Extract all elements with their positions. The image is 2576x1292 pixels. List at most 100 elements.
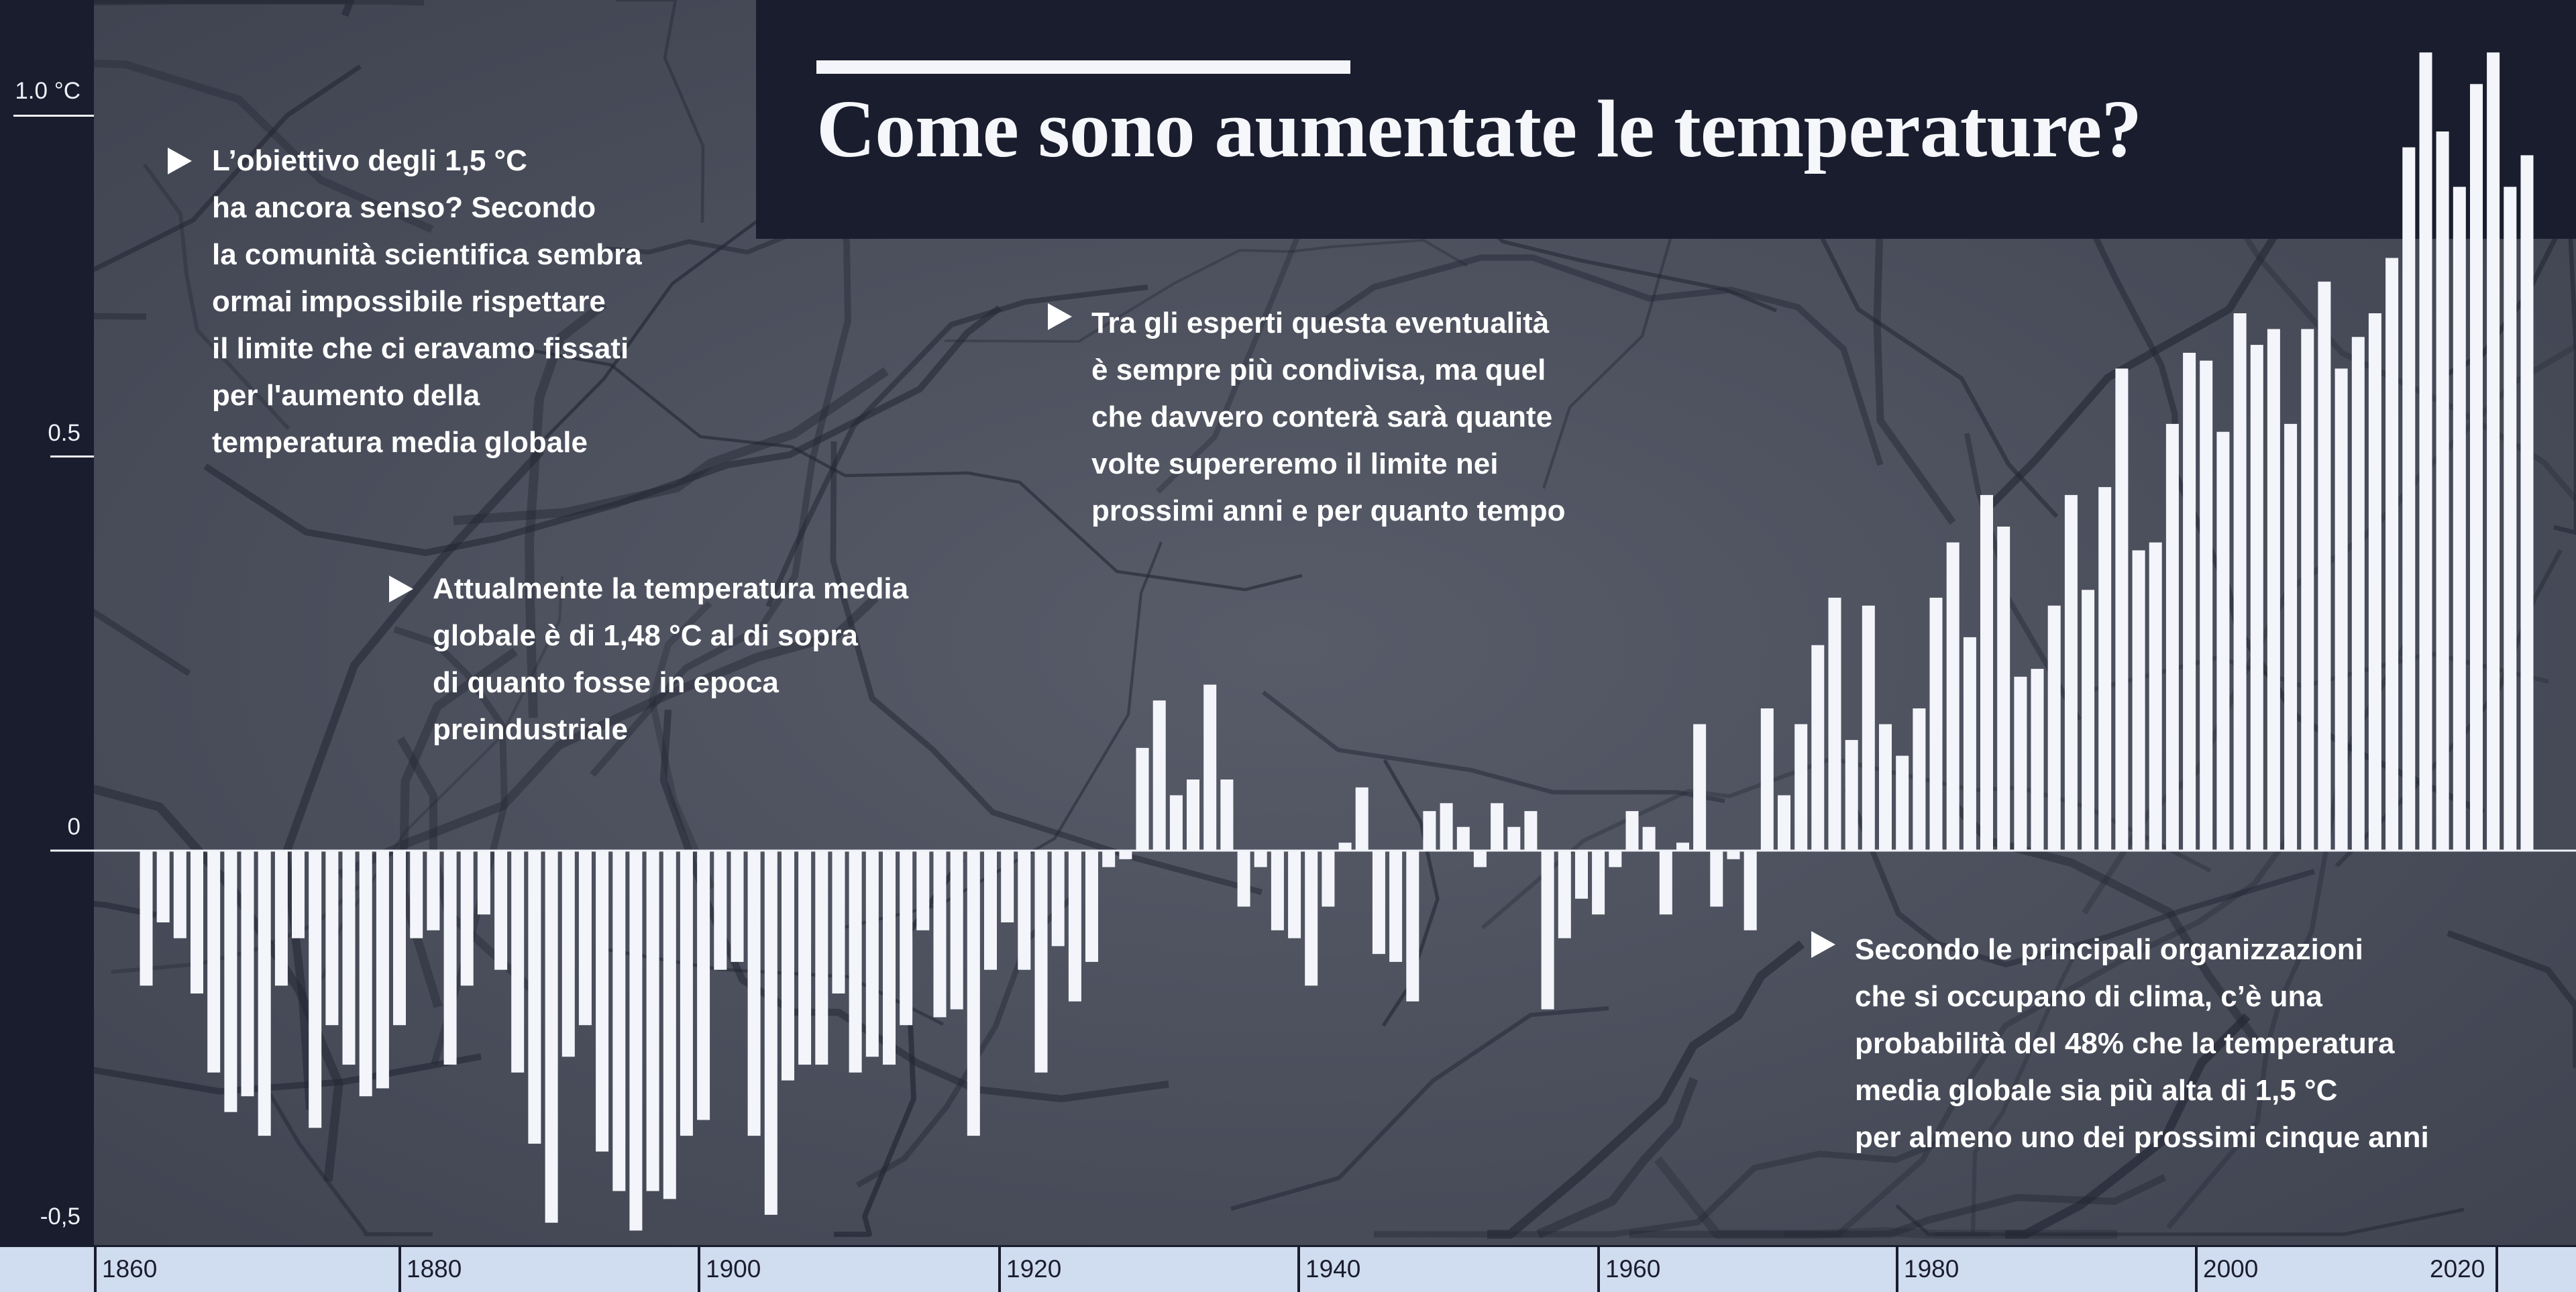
annotation-line: ormai impossibile rispettare <box>212 285 606 318</box>
bar-1890 <box>292 851 305 938</box>
bar-2009 <box>2301 329 2314 851</box>
bar-1893 <box>342 851 356 1065</box>
x-tick-divider <box>1597 1247 1600 1292</box>
annotation-line: che si occupano di clima, c’è una <box>1855 980 2322 1013</box>
crack-line <box>1487 940 1805 1239</box>
bar-1934 <box>1034 851 1048 1073</box>
bar-1937 <box>1085 851 1098 962</box>
x-tick-label-1960: 1960 <box>1605 1255 1661 1283</box>
x-tick-divider <box>94 1247 97 1292</box>
crack-line <box>337 594 879 879</box>
bar-1912 <box>663 851 676 1199</box>
crack-line <box>203 305 1002 556</box>
bar-1882 <box>156 851 170 922</box>
x-tick-divider <box>1297 1247 1300 1292</box>
x-tick-divider <box>398 1247 401 1292</box>
bar-1910 <box>629 851 643 1231</box>
annotation-line: L’obiettivo degli 1,5 °C <box>212 144 527 177</box>
bar-1993 <box>2031 669 2044 851</box>
crack-line <box>1784 827 2297 1238</box>
bar-1970 <box>1642 826 1656 851</box>
bar-1974 <box>1710 851 1723 907</box>
bar-2012 <box>2351 337 2365 851</box>
bar-1938 <box>1102 851 1116 867</box>
crack-line <box>1895 1204 2465 1236</box>
bar-1930 <box>967 851 980 1136</box>
bar-1936 <box>1068 851 1081 1002</box>
bar-1924 <box>865 851 879 1057</box>
bar-1980 <box>1811 645 1825 851</box>
bar-1920 <box>798 851 812 1065</box>
bar-2013 <box>2368 313 2381 851</box>
bar-1883 <box>173 851 186 938</box>
bar-1914 <box>697 851 710 1120</box>
bar-1967 <box>1592 851 1605 915</box>
bar-1935 <box>1051 851 1065 947</box>
bar-1971 <box>1659 851 1672 915</box>
bar-2019 <box>2470 84 2483 851</box>
bar-1989 <box>1963 637 1976 851</box>
bar-1917 <box>747 851 761 1136</box>
bar-1992 <box>2014 676 2027 851</box>
annotation-line: di quanto fosse in epoca <box>433 666 779 699</box>
bar-1995 <box>2064 494 2078 851</box>
bar-1899 <box>443 851 457 1065</box>
bar-1968 <box>1609 851 1622 867</box>
bar-1959 <box>1456 826 1470 851</box>
bar-1887 <box>241 851 254 1097</box>
bar-1928 <box>933 851 947 1018</box>
crack-line <box>649 600 716 890</box>
crack-line <box>142 163 290 430</box>
bar-1965 <box>1558 851 1571 938</box>
crack-line <box>0 896 157 974</box>
bar-1976 <box>1743 851 1757 930</box>
crack-texture <box>0 0 2576 1234</box>
x-tick-divider <box>698 1247 700 1292</box>
bar-1951 <box>1322 851 1335 907</box>
bar-1892 <box>325 851 339 1026</box>
bar-1885 <box>207 851 221 1073</box>
crack-line <box>259 1077 433 1236</box>
bar-1955 <box>1389 851 1403 962</box>
bar-1907 <box>578 851 592 1026</box>
bar-1942 <box>1169 795 1183 851</box>
x-tick-label-1860: 1860 <box>102 1255 158 1283</box>
bar-2018 <box>2453 186 2466 851</box>
bar-1949 <box>1288 851 1301 938</box>
annotation-line: è sempre più condivisa, ma quel <box>1091 354 1546 386</box>
bar-1961 <box>1491 803 1504 851</box>
annotation-line: che davvero conterà sarà quante <box>1091 400 1553 433</box>
bar-1921 <box>815 851 828 1065</box>
bar-1985 <box>1896 755 1909 851</box>
bar-1919 <box>782 851 794 1081</box>
bar-1947 <box>1254 851 1267 867</box>
bar-1972 <box>1676 843 1689 851</box>
annotation-1: L’obiettivo degli 1,5 °C ha ancora senso… <box>212 138 642 466</box>
bar-1908 <box>596 851 609 1152</box>
bar-1991 <box>1997 527 2010 851</box>
bar-1900 <box>460 851 474 986</box>
x-tick-label-1900: 1900 <box>706 1255 761 1283</box>
bar-1927 <box>916 851 930 930</box>
annotation-line: per almeno uno dei prossimi cinque anni <box>1855 1121 2429 1154</box>
annotation-line: ha ancora senso? Secondo <box>212 191 596 224</box>
bar-1932 <box>1001 851 1014 922</box>
annotation-line: per l'aumento della <box>212 379 480 412</box>
annotation-line: globale è di 1,48 °C al di sopra <box>433 619 858 652</box>
crack-line <box>453 367 889 525</box>
y-tick-label-0: 0 <box>67 814 80 840</box>
bar-1984 <box>1879 724 1892 851</box>
annotation-line: Secondo le principali organizzazioni <box>1855 933 2363 966</box>
bar-1953 <box>1355 787 1368 851</box>
crack-line <box>1536 1077 1699 1239</box>
bar-1926 <box>900 851 913 1026</box>
bar-1897 <box>410 851 423 938</box>
bar-2003 <box>2200 360 2213 851</box>
bar-1990 <box>1980 494 1993 851</box>
bar-2004 <box>2216 431 2230 851</box>
bar-2008 <box>2284 423 2298 851</box>
bar-1898 <box>427 851 440 930</box>
crack-line <box>492 341 1303 592</box>
crack-line <box>0 0 434 233</box>
